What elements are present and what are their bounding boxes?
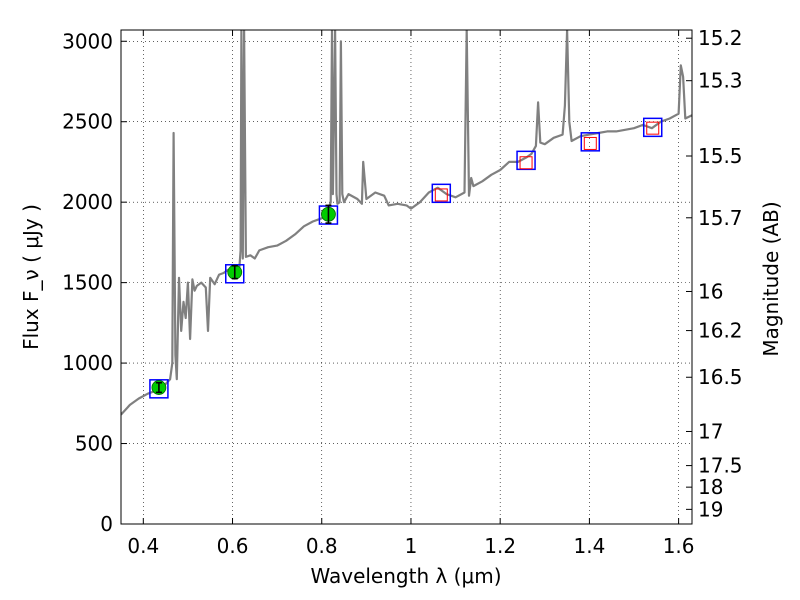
x-tick-label: 1.6 <box>663 534 695 558</box>
x-tick-label: 1.4 <box>573 534 605 558</box>
x-tick-label: 0.8 <box>306 534 338 558</box>
synthetic-photometry-marker <box>516 150 536 171</box>
y-tick-label: 1000 <box>62 351 113 375</box>
marker-layer <box>149 117 663 399</box>
y-tick-label: 3000 <box>62 29 113 53</box>
synthetic-photometry-marker <box>580 132 601 152</box>
y-tick-label: 500 <box>75 432 113 456</box>
y2-tick-label: 19 <box>698 497 723 521</box>
x-tick-label: 0.6 <box>217 534 249 558</box>
y2-tick-label: 17 <box>698 419 723 443</box>
y2-tick-label: 18 <box>698 475 723 499</box>
y2-tick-label: 15.2 <box>698 26 743 50</box>
y-tick-label: 0 <box>100 512 113 536</box>
y-axis-label: Flux F_ν ( μJy ) <box>19 204 43 350</box>
plot-frame <box>120 29 693 525</box>
y2-tick-label: 16.5 <box>698 365 743 389</box>
spectrum-line <box>121 30 692 416</box>
y-tick-label: 1500 <box>62 271 113 295</box>
y2-tick-label: 17.5 <box>698 454 743 478</box>
model-band-marker <box>519 156 533 170</box>
spectrum-layer <box>121 30 692 416</box>
y2-axis-label: Magnitude (AB) <box>759 201 783 356</box>
y2-tick-label: 16 <box>698 279 723 303</box>
synthetic-photometry-marker <box>149 379 169 399</box>
y2-tick-label: 16.2 <box>698 319 743 343</box>
synthetic-photometry-marker <box>642 117 663 138</box>
y2-tick-label: 15.7 <box>698 206 743 230</box>
x-tick-label: 1 <box>405 534 418 558</box>
x-axis-label: Wavelength λ (μm) <box>310 564 501 588</box>
synthetic-photometry-marker <box>431 183 452 204</box>
y-tick-label: 2500 <box>62 110 113 134</box>
x-tick-label: 0.4 <box>127 534 159 558</box>
y2-tick-label: 15.3 <box>698 69 743 93</box>
model-band-marker <box>434 188 448 202</box>
x-tick-label: 1.2 <box>484 534 516 558</box>
model-band-marker <box>646 121 660 135</box>
model-band-marker <box>583 136 597 150</box>
tick-layer: 0.4 0.6 0.8 1 1.2 1.4 1.6 0 500 1000 1500 2000 2500 3… <box>62 26 742 558</box>
y-tick-label: 2000 <box>62 190 113 214</box>
y2-tick-label: 15.5 <box>698 144 743 168</box>
